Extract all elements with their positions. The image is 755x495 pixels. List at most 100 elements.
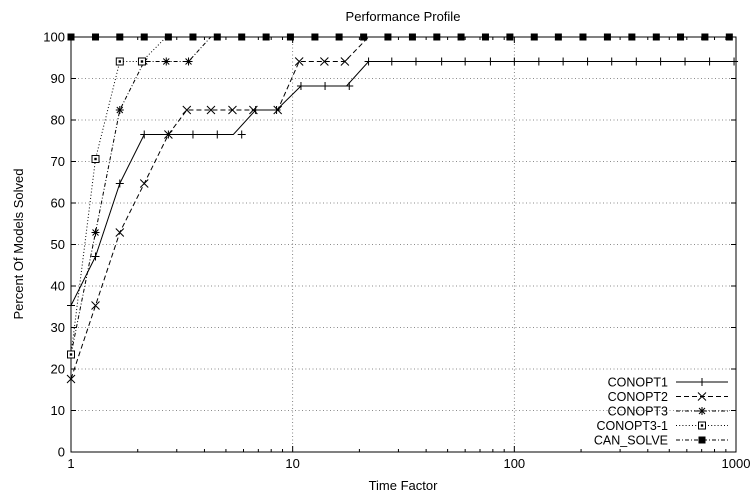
data-point xyxy=(411,57,420,66)
data-point xyxy=(486,57,495,66)
y-tick-label: 30 xyxy=(51,320,65,335)
data-point xyxy=(364,57,373,66)
data-point xyxy=(530,33,538,41)
grid xyxy=(71,37,736,452)
data-point xyxy=(115,179,124,188)
data-point xyxy=(510,57,519,66)
data-point-center xyxy=(140,60,144,63)
y-tick-label: 60 xyxy=(51,196,65,211)
data-point xyxy=(206,105,216,115)
data-point xyxy=(554,33,562,41)
y-axis-label: Percent Of Models Solved xyxy=(11,168,26,319)
data-point xyxy=(213,130,222,139)
y-tick-label: 10 xyxy=(51,403,65,418)
data-point xyxy=(139,179,149,188)
y-tick-label: 90 xyxy=(51,71,65,86)
data-point xyxy=(681,57,690,66)
data-point xyxy=(249,105,258,115)
data-point xyxy=(387,57,396,66)
data-point xyxy=(91,301,100,310)
data-point xyxy=(164,130,173,139)
data-point xyxy=(340,57,350,66)
data-point xyxy=(182,105,192,115)
data-point xyxy=(238,33,246,41)
y-tick-label: 70 xyxy=(51,154,65,169)
data-point xyxy=(632,57,641,66)
series-line xyxy=(70,60,736,306)
data-point xyxy=(116,33,124,41)
y-tick-label: 0 xyxy=(58,445,65,460)
legend-label: CAN_SOLVE xyxy=(594,434,668,448)
data-point xyxy=(140,33,148,41)
data-point xyxy=(345,81,354,90)
legend-marker xyxy=(698,378,706,386)
data-point xyxy=(228,105,237,115)
legend-marker xyxy=(697,392,707,401)
series-conopt1 xyxy=(67,57,739,310)
series-line xyxy=(70,36,736,380)
y-tick-label: 50 xyxy=(51,237,65,252)
x-tick-label: 10 xyxy=(285,456,299,471)
data-point xyxy=(189,33,197,41)
data-point xyxy=(91,252,100,261)
data-point xyxy=(461,57,470,66)
data-point xyxy=(579,33,587,41)
series-conopt3-1 xyxy=(67,36,736,359)
data-point xyxy=(360,33,368,41)
data-point xyxy=(115,228,125,237)
data-point xyxy=(506,33,514,41)
data-point xyxy=(213,33,221,41)
data-point xyxy=(311,33,319,41)
data-point xyxy=(91,228,100,237)
data-point-center xyxy=(94,157,97,161)
series-conopt2 xyxy=(66,36,736,384)
data-point xyxy=(677,33,685,41)
x-tick-label: 100 xyxy=(503,456,525,471)
legend-label: CONOPT3 xyxy=(608,405,668,419)
data-point xyxy=(296,81,305,90)
data-point xyxy=(237,130,246,139)
x-tick-label: 1000 xyxy=(722,456,751,471)
data-point xyxy=(162,57,171,66)
data-point xyxy=(115,106,124,115)
data-point xyxy=(92,33,100,41)
series-conopt3 xyxy=(67,36,736,359)
chart-title: Performance Profile xyxy=(346,9,461,24)
legend-label: CONOPT3-1 xyxy=(596,419,668,433)
data-point xyxy=(408,33,416,41)
data-point xyxy=(286,33,294,41)
data-point xyxy=(321,81,330,90)
data-point xyxy=(583,57,592,66)
data-point xyxy=(67,33,75,41)
x-axis-label: Time Factor xyxy=(369,478,439,493)
data-point xyxy=(184,57,193,66)
legend-marker-center xyxy=(700,424,704,427)
data-point xyxy=(320,57,329,66)
data-point xyxy=(294,57,304,66)
data-point xyxy=(67,301,75,310)
data-point xyxy=(652,33,660,41)
y-tick-label: 100 xyxy=(43,30,65,45)
data-point xyxy=(140,130,149,139)
legend-marker xyxy=(698,436,706,444)
data-point xyxy=(262,33,270,41)
data-point-center xyxy=(118,60,121,63)
data-point xyxy=(705,57,714,66)
data-point xyxy=(384,33,392,41)
x-tick-label: 1 xyxy=(67,456,74,471)
data-point xyxy=(188,130,197,139)
data-point xyxy=(628,33,636,41)
legend-marker xyxy=(698,407,706,415)
legend-label: CONOPT2 xyxy=(608,390,668,404)
data-point xyxy=(433,33,441,41)
data-point xyxy=(457,33,465,41)
data-point xyxy=(66,374,76,384)
series-can-solve xyxy=(67,33,736,41)
data-point xyxy=(437,57,446,66)
y-tick-label: 20 xyxy=(51,362,65,377)
data-point xyxy=(656,57,665,66)
data-point xyxy=(607,57,616,66)
series-line xyxy=(70,36,736,355)
